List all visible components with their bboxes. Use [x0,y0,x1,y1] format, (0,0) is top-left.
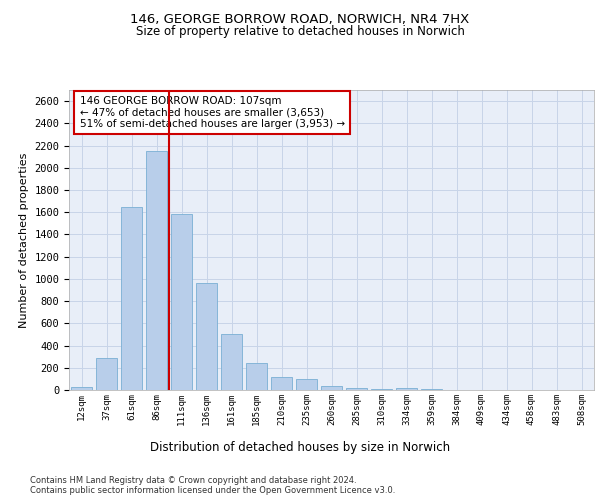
Bar [271,376,292,390]
Bar [221,334,242,390]
Text: Contains public sector information licensed under the Open Government Licence v3: Contains public sector information licen… [30,486,395,495]
Bar [246,364,267,390]
Text: Contains HM Land Registry data © Crown copyright and database right 2024.: Contains HM Land Registry data © Crown c… [30,476,356,485]
Bar [146,151,167,390]
Bar [96,358,117,390]
Bar [396,388,417,390]
Bar [346,388,367,390]
Bar [71,387,92,390]
Text: 146, GEORGE BORROW ROAD, NORWICH, NR4 7HX: 146, GEORGE BORROW ROAD, NORWICH, NR4 7H… [130,12,470,26]
Bar [171,214,192,390]
Bar [121,206,142,390]
Text: 146 GEORGE BORROW ROAD: 107sqm
← 47% of detached houses are smaller (3,653)
51% : 146 GEORGE BORROW ROAD: 107sqm ← 47% of … [79,96,344,129]
Y-axis label: Number of detached properties: Number of detached properties [19,152,29,328]
Bar [196,284,217,390]
Text: Distribution of detached houses by size in Norwich: Distribution of detached houses by size … [150,441,450,454]
Bar [296,380,317,390]
Bar [321,386,342,390]
Text: Size of property relative to detached houses in Norwich: Size of property relative to detached ho… [136,25,464,38]
